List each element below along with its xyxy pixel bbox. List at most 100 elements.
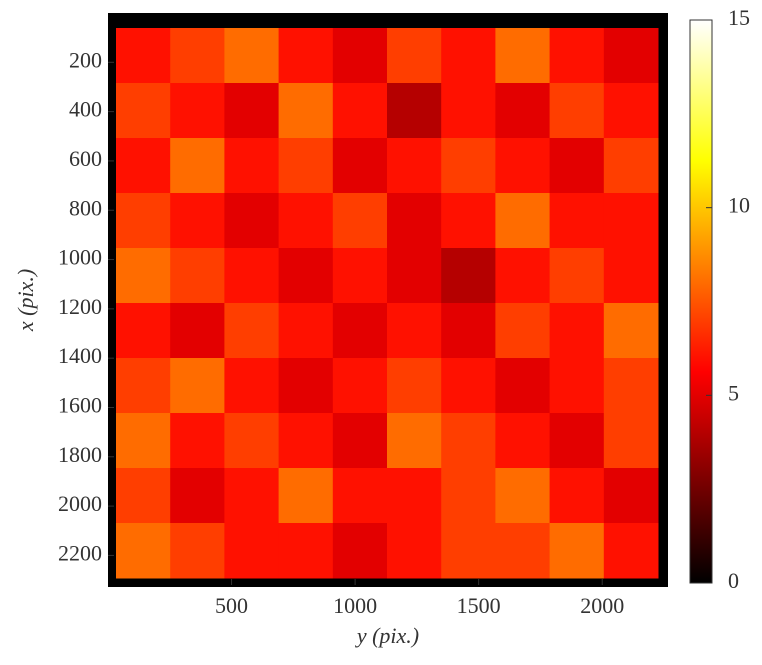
heatmap-cell bbox=[387, 413, 442, 469]
heatmap-cell bbox=[170, 248, 225, 304]
heatmap-cell bbox=[495, 413, 551, 469]
heatmap-cell bbox=[549, 28, 605, 84]
heatmap-cell bbox=[441, 248, 496, 304]
heatmap-cell bbox=[278, 83, 334, 139]
heatmap-cell bbox=[387, 28, 442, 84]
heatmap-cell bbox=[224, 358, 280, 414]
colorbar-tick-label: 5 bbox=[728, 380, 739, 405]
heatmap-cell bbox=[441, 83, 496, 139]
heatmap-cell bbox=[603, 303, 659, 359]
heatmap-cell bbox=[224, 413, 280, 469]
heatmap-cell bbox=[170, 358, 225, 414]
heatmap-cell bbox=[603, 413, 659, 469]
heatmap-cell bbox=[170, 303, 225, 359]
heatmap-cell bbox=[332, 303, 388, 359]
heatmap-cell bbox=[116, 138, 171, 194]
heatmap-cell bbox=[549, 358, 605, 414]
heatmap-cell bbox=[549, 413, 605, 469]
heatmap-cell bbox=[278, 413, 334, 469]
heatmap-cell bbox=[387, 248, 442, 304]
heatmap-cell bbox=[170, 468, 225, 524]
heatmap-cell bbox=[387, 83, 442, 139]
heatmap-cell bbox=[387, 523, 442, 579]
x-tick-label: 500 bbox=[215, 593, 248, 618]
heatmap-cell bbox=[495, 303, 551, 359]
heatmap-cell bbox=[116, 468, 171, 524]
heatmap-cell bbox=[116, 193, 171, 249]
heatmap-cell bbox=[495, 523, 551, 579]
heatmap-cell bbox=[441, 358, 496, 414]
heatmap-cell bbox=[603, 523, 659, 579]
heatmap-cell bbox=[549, 523, 605, 579]
heatmap-cell bbox=[224, 83, 280, 139]
heatmap-cell bbox=[495, 83, 551, 139]
colorbar-tick-label: 0 bbox=[728, 568, 739, 593]
heatmap-cell bbox=[332, 28, 388, 84]
heatmap-cell bbox=[116, 248, 171, 304]
heatmap-cell bbox=[278, 248, 334, 304]
heatmap-cell bbox=[224, 248, 280, 304]
heatmap-cell bbox=[603, 138, 659, 194]
heatmap-cell bbox=[332, 193, 388, 249]
heatmap-cell bbox=[278, 28, 334, 84]
heatmap-cell bbox=[387, 303, 442, 359]
heatmap-cell bbox=[278, 358, 334, 414]
y-tick-label: 800 bbox=[69, 195, 102, 220]
heatmap-cell bbox=[332, 358, 388, 414]
y-tick-label: 600 bbox=[69, 146, 102, 171]
heatmap-cell bbox=[116, 83, 171, 139]
heatmap-cell bbox=[170, 138, 225, 194]
heatmap-cell bbox=[441, 138, 496, 194]
heatmap-cell bbox=[387, 468, 442, 524]
heatmap-cell bbox=[603, 468, 659, 524]
heatmap-cell bbox=[224, 193, 280, 249]
heatmap-cell bbox=[170, 83, 225, 139]
heatmap-cell bbox=[441, 303, 496, 359]
heatmap-cell bbox=[332, 523, 388, 579]
y-tick-label: 1600 bbox=[58, 393, 102, 418]
y-tick-label: 1200 bbox=[58, 294, 102, 319]
heatmap-cell bbox=[116, 303, 171, 359]
heatmap-cell bbox=[603, 83, 659, 139]
heatmap-cell bbox=[549, 193, 605, 249]
x-tick-label: 1000 bbox=[333, 593, 377, 618]
y-tick-label: 2200 bbox=[58, 540, 102, 565]
heatmap-cell bbox=[441, 28, 496, 84]
heatmap-cell bbox=[224, 468, 280, 524]
heatmap-cell bbox=[224, 138, 280, 194]
heatmap-cell bbox=[116, 358, 171, 414]
heatmap-cell bbox=[278, 138, 334, 194]
heatmap-cell bbox=[495, 358, 551, 414]
colorbar-tick-label: 10 bbox=[728, 193, 750, 218]
heatmap-cell bbox=[495, 468, 551, 524]
heatmap-cell bbox=[441, 523, 496, 579]
x-tick-label: 1500 bbox=[457, 593, 501, 618]
heatmap-cell bbox=[278, 468, 334, 524]
heatmap-cell bbox=[170, 413, 225, 469]
y-axis-label: x (pix.) bbox=[13, 269, 38, 332]
heatmap-cell bbox=[603, 193, 659, 249]
heatmap-cell bbox=[603, 248, 659, 304]
heatmap-cell bbox=[278, 523, 334, 579]
heatmap-cell bbox=[224, 303, 280, 359]
heatmap-cell bbox=[278, 193, 334, 249]
heatmap-cell bbox=[441, 468, 496, 524]
heatmap-cell bbox=[495, 193, 551, 249]
x-axis-label: y (pix.) bbox=[355, 623, 419, 648]
heatmap-cell bbox=[170, 193, 225, 249]
heatmap-cell bbox=[603, 358, 659, 414]
y-tick-label: 400 bbox=[69, 97, 102, 122]
y-tick-label: 1800 bbox=[58, 442, 102, 467]
heatmap-cell bbox=[170, 523, 225, 579]
colorbar bbox=[689, 19, 713, 584]
heatmap-cell bbox=[332, 413, 388, 469]
heatmap-cell bbox=[116, 28, 171, 84]
heatmap-cell bbox=[549, 303, 605, 359]
heatmap-cell bbox=[224, 523, 280, 579]
heatmap-cell bbox=[116, 413, 171, 469]
heatmap-cell bbox=[116, 523, 171, 579]
heatmap-cell bbox=[549, 138, 605, 194]
heatmap-cell bbox=[332, 248, 388, 304]
heatmap-cell bbox=[332, 83, 388, 139]
